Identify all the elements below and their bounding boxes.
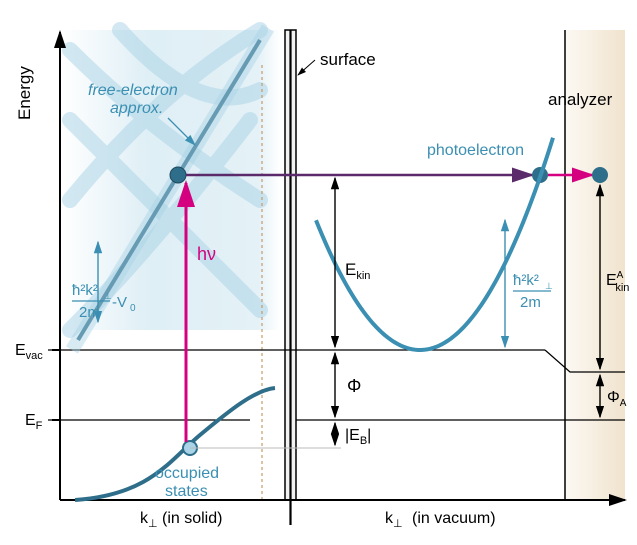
svg-text:ħ²k²: ħ²k² [513,272,539,289]
svg-text:⊥: ⊥ [148,518,158,530]
analyzer-label: analyzer [548,90,613,109]
frac-right: ħ²k² ⊥ 2m [513,272,553,311]
svg-text:⊥: ⊥ [545,281,553,291]
analyzer-dot [592,167,608,183]
svg-text:(in solid): (in solid) [162,510,222,527]
EF-label: EF [25,412,43,432]
hv-label: hν [197,244,216,264]
svg-text:-V: -V [112,294,127,311]
svg-text:⊥: ⊥ [104,291,112,301]
vacuum-parabola [316,138,553,350]
occupied-states-label: occupiedstates [155,465,219,500]
svg-text:ħ²k²: ħ²k² [72,282,98,299]
EB-label: |EB| [345,427,371,447]
Ekin-label: Ekin [345,260,370,282]
surface-label: surface [320,50,376,69]
svg-text:(in vacuum): (in vacuum) [412,510,496,527]
Evac-label: Evac [15,342,43,362]
photoelectron-label: photoelectron [427,142,524,159]
svg-text:2m: 2m [79,304,100,321]
svg-text:⊥: ⊥ [393,518,403,530]
Phi-label: Φ [347,376,361,396]
surface-pointer [298,60,315,75]
svg-text:0: 0 [130,303,136,314]
excited-state-dot-left [170,167,186,183]
y-axis-label: Energy [15,66,34,120]
svg-text:2m: 2m [520,294,541,311]
